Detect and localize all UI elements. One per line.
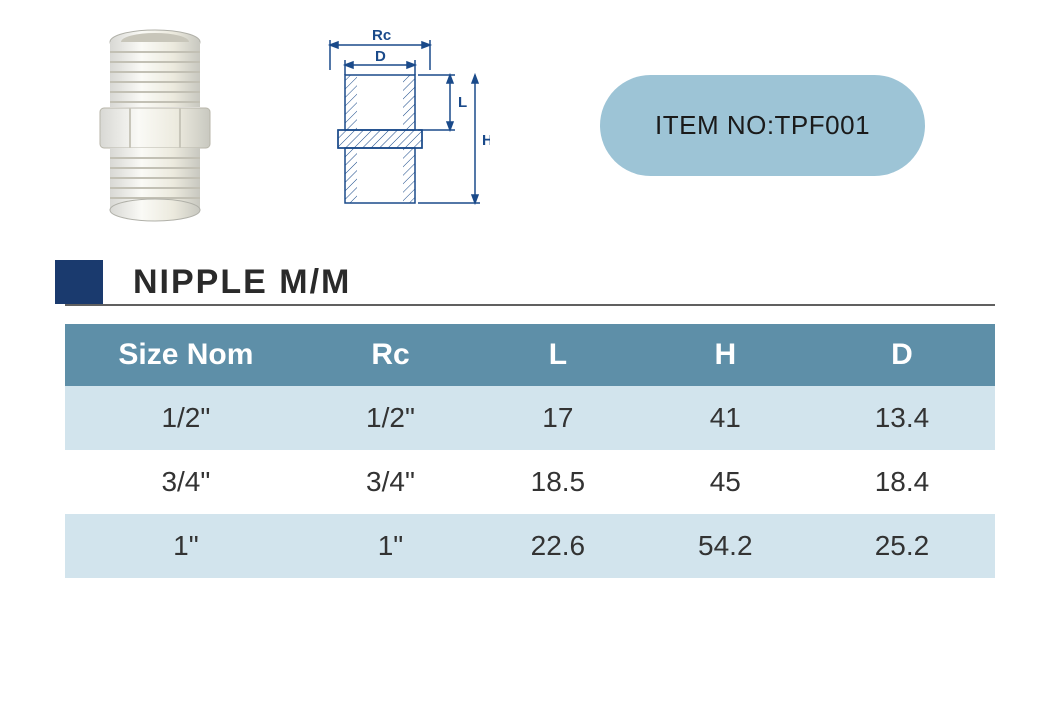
top-row: Rc D bbox=[20, 20, 1040, 230]
cell: 13.4 bbox=[809, 386, 995, 450]
product-title: NIPPLE M/M bbox=[133, 263, 351, 302]
diagram-label-h: H bbox=[482, 132, 490, 149]
diagram-label-d: D bbox=[375, 48, 386, 65]
item-number-badge: ITEM NO:TPF001 bbox=[600, 75, 925, 176]
col-size-nom: Size Nom bbox=[65, 324, 307, 386]
diagram-svg: Rc D bbox=[290, 25, 490, 225]
diagram-label-rc: Rc bbox=[372, 27, 391, 44]
col-rc: Rc bbox=[307, 324, 474, 386]
table-row: 1/2" 1/2" 17 41 13.4 bbox=[65, 386, 995, 450]
cell: 18.5 bbox=[474, 450, 641, 514]
diagram-label-l: L bbox=[458, 94, 467, 111]
table-row: 3/4" 3/4" 18.5 45 18.4 bbox=[65, 450, 995, 514]
cell: 18.4 bbox=[809, 450, 995, 514]
title-row: NIPPLE M/M bbox=[65, 260, 995, 306]
col-h: H bbox=[642, 324, 809, 386]
cell: 3/4" bbox=[65, 450, 307, 514]
cell: 1" bbox=[307, 514, 474, 578]
product-photo bbox=[70, 20, 240, 230]
table-row: 1" 1" 22.6 54.2 25.2 bbox=[65, 514, 995, 578]
engineering-diagram: Rc D bbox=[290, 25, 490, 225]
cell: 45 bbox=[642, 450, 809, 514]
spec-table: Size Nom Rc L H D 1/2" 1/2" 17 41 13.4 3… bbox=[65, 324, 995, 578]
cell: 1/2" bbox=[65, 386, 307, 450]
cell: 1/2" bbox=[307, 386, 474, 450]
cell: 41 bbox=[642, 386, 809, 450]
table-header-row: Size Nom Rc L H D bbox=[65, 324, 995, 386]
cell: 54.2 bbox=[642, 514, 809, 578]
col-d: D bbox=[809, 324, 995, 386]
nipple-photo-svg bbox=[70, 20, 240, 230]
cell: 22.6 bbox=[474, 514, 641, 578]
cell: 3/4" bbox=[307, 450, 474, 514]
cell: 25.2 bbox=[809, 514, 995, 578]
title-accent-block bbox=[55, 260, 103, 304]
cell: 17 bbox=[474, 386, 641, 450]
col-l: L bbox=[474, 324, 641, 386]
cell: 1" bbox=[65, 514, 307, 578]
